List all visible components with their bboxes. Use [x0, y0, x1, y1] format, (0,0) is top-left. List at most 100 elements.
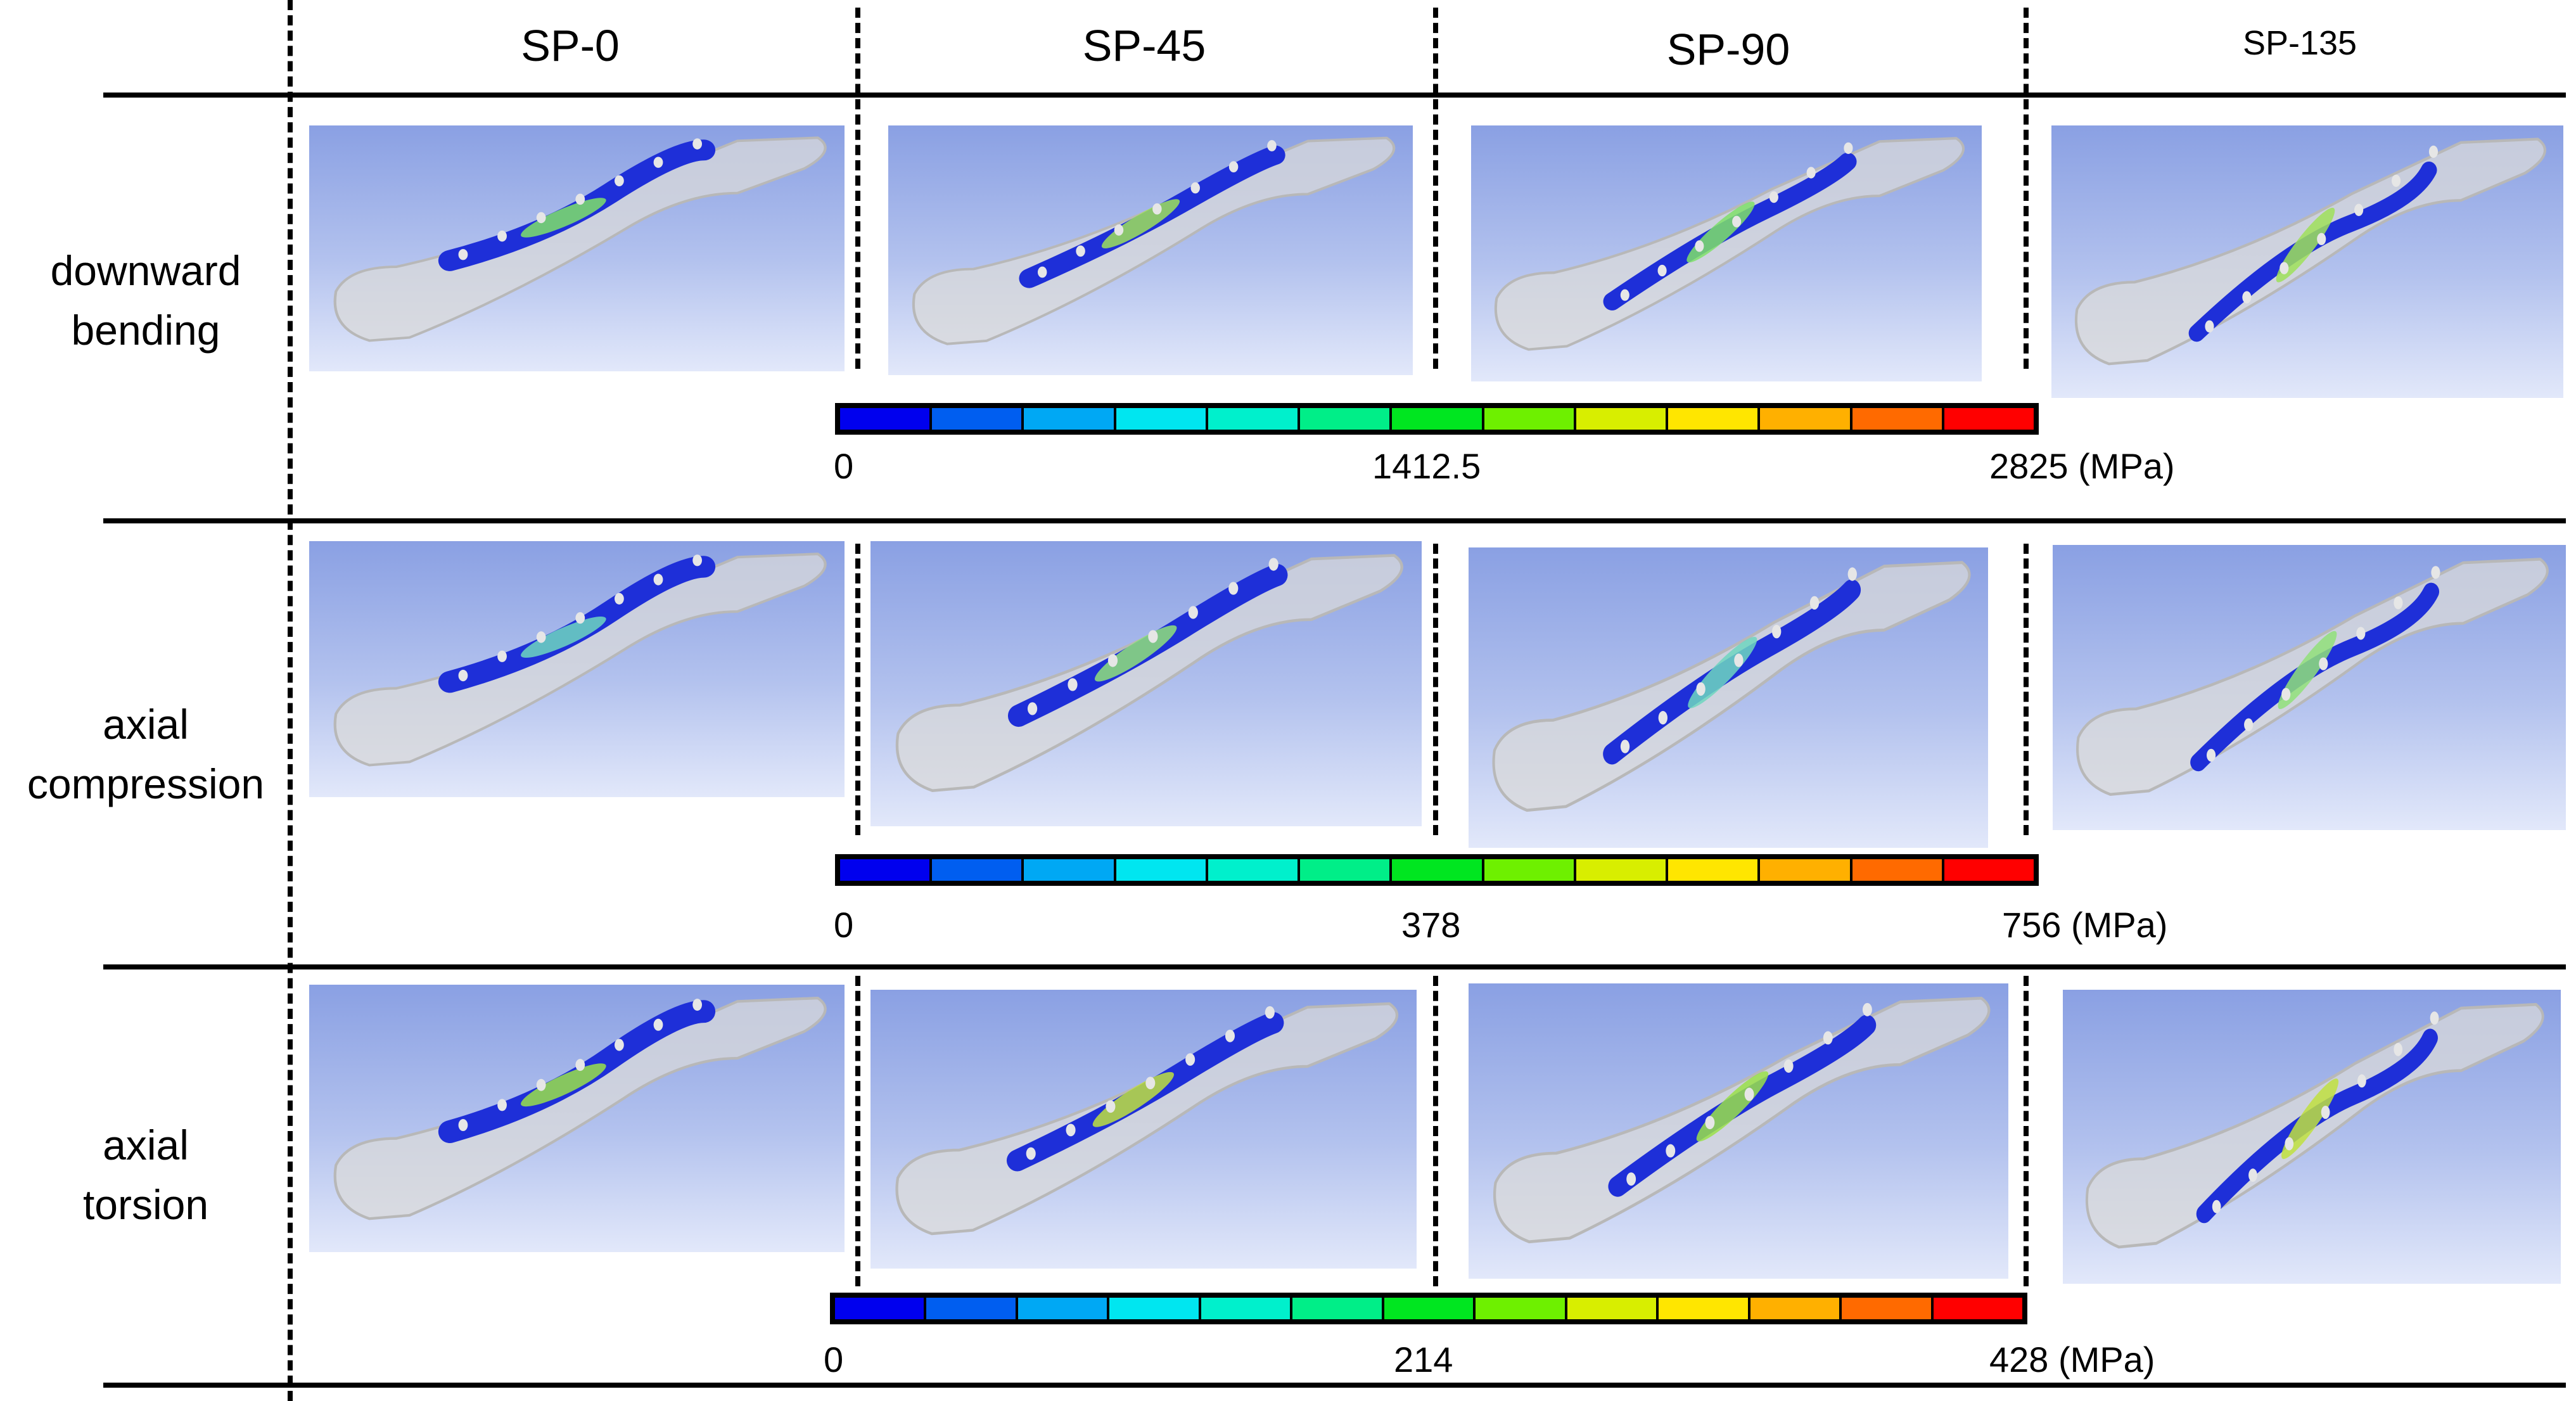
- screw-hole: [1225, 1029, 1235, 1042]
- screw-hole: [497, 1099, 507, 1111]
- screw-hole: [1844, 142, 1853, 154]
- screw-hole: [2321, 1105, 2330, 1119]
- colorbar-segment: [1659, 1298, 1750, 1319]
- colorbar-segment: [1944, 408, 2034, 430]
- row-label-line2: compression: [27, 760, 265, 807]
- bone-model: [895, 554, 1403, 793]
- bone-model: [1492, 561, 1971, 812]
- scale-max-value: 2825: [1989, 446, 2069, 486]
- screw-hole: [1744, 1087, 1754, 1101]
- screw-hole: [2391, 174, 2401, 188]
- row-label-line2: bending: [71, 307, 220, 354]
- screw-hole: [1696, 682, 1706, 696]
- colorbar-segment: [1024, 408, 1116, 430]
- screw-hole: [2207, 748, 2216, 762]
- bone-model: [1494, 137, 1965, 351]
- bottom-rule: [103, 1383, 2566, 1388]
- column-divider-3c: [2024, 976, 2029, 1286]
- colorbar-segment: [1208, 408, 1301, 430]
- screw-hole: [2212, 1199, 2221, 1213]
- screw-hole: [1265, 1006, 1275, 1019]
- colorbar-segment: [1484, 859, 1576, 881]
- screw-hole: [536, 212, 546, 224]
- column-divider-2b: [1433, 544, 1438, 835]
- fem-model-drawing: [1493, 996, 1991, 1244]
- screw-hole: [1228, 582, 1239, 595]
- screw-hole: [1620, 739, 1630, 753]
- screw-hole: [1658, 711, 1667, 725]
- stress-hotspot: [2278, 630, 2337, 710]
- screw-hole: [1152, 203, 1162, 215]
- screw-hole: [575, 193, 585, 205]
- row-divider-2: [103, 964, 2566, 969]
- colorbar-segment: [1750, 1298, 1842, 1319]
- scale-min-label: 0: [834, 905, 854, 945]
- colorbar-segment: [1292, 1298, 1384, 1319]
- screw-hole: [1862, 1002, 1872, 1016]
- label-column-divider: [288, 0, 293, 1401]
- screw-hole: [575, 1059, 585, 1072]
- screw-hole: [1148, 630, 1158, 643]
- fem-model-drawing: [1492, 561, 1971, 812]
- bone-model: [895, 1002, 1399, 1236]
- screw-hole: [1695, 240, 1704, 252]
- colorbar-segment: [835, 1298, 927, 1319]
- colorbar-segment: [1024, 859, 1116, 881]
- screw-hole: [2205, 320, 2214, 333]
- header-rule: [103, 93, 2566, 98]
- stress-hotspot: [521, 198, 606, 238]
- bone-plate: [2188, 161, 2437, 342]
- scale-max-label: 756 (MPa): [2002, 905, 2167, 945]
- bone-model: [333, 136, 827, 342]
- colorbar-segment: [1208, 859, 1301, 881]
- screw-hole: [1823, 1031, 1833, 1045]
- screw-hole: [1734, 653, 1744, 667]
- colorbar-segment: [1116, 859, 1208, 881]
- column-header-sp90: SP-90: [1666, 25, 1790, 74]
- screw-hole: [1107, 654, 1118, 667]
- fem-model-drawing: [912, 136, 1396, 345]
- scale-max-value: 428: [1989, 1340, 2049, 1379]
- screw-hole: [2431, 566, 2440, 579]
- bone-model: [912, 136, 1396, 345]
- screw-hole: [1847, 567, 1857, 581]
- fem-model-drawing: [2085, 1002, 2544, 1249]
- stress-hotspot: [2276, 207, 2335, 283]
- screw-hole: [2317, 233, 2326, 245]
- scale-min-label: 0: [824, 1340, 844, 1379]
- bone-model: [333, 553, 827, 767]
- screw-hole: [1657, 264, 1667, 277]
- screw-hole: [2281, 688, 2291, 701]
- screw-hole: [1769, 191, 1778, 203]
- colorbar-segment: [1576, 408, 1669, 430]
- screw-hole: [1027, 702, 1038, 715]
- screw-hole: [575, 612, 585, 624]
- screw-hole: [2319, 657, 2328, 670]
- colorbar-segment: [932, 408, 1024, 430]
- column-divider-3b: [2024, 544, 2029, 835]
- colorbar-segment: [1017, 1298, 1110, 1319]
- colorbar-segment: [1300, 859, 1393, 881]
- screw-hole: [1190, 182, 1200, 194]
- screw-hole: [1772, 625, 1782, 639]
- scale-max-value: 756: [2002, 905, 2062, 945]
- colorbar-segment: [1567, 1298, 1659, 1319]
- screw-hole: [1626, 1172, 1636, 1186]
- screw-hole: [1068, 678, 1078, 691]
- screw-hole: [497, 230, 507, 242]
- screw-hole: [1620, 289, 1629, 301]
- screw-hole: [692, 999, 703, 1011]
- screw-hole: [1666, 1144, 1676, 1158]
- screw-hole: [497, 650, 507, 662]
- colorbar-segment: [1109, 1298, 1201, 1319]
- screw-hole: [1267, 140, 1277, 151]
- bone-model: [1493, 996, 1991, 1244]
- sim-image-compression-sp0: [309, 541, 845, 797]
- screw-hole: [1268, 558, 1278, 571]
- screw-hole: [653, 157, 663, 168]
- row-label-downward-bending: downward bending: [13, 241, 279, 360]
- scale-max-label: 2825 (MPa): [1989, 446, 2175, 487]
- screw-hole: [458, 1119, 468, 1132]
- screw-hole: [2242, 291, 2252, 304]
- colorbar-segment: [1392, 408, 1484, 430]
